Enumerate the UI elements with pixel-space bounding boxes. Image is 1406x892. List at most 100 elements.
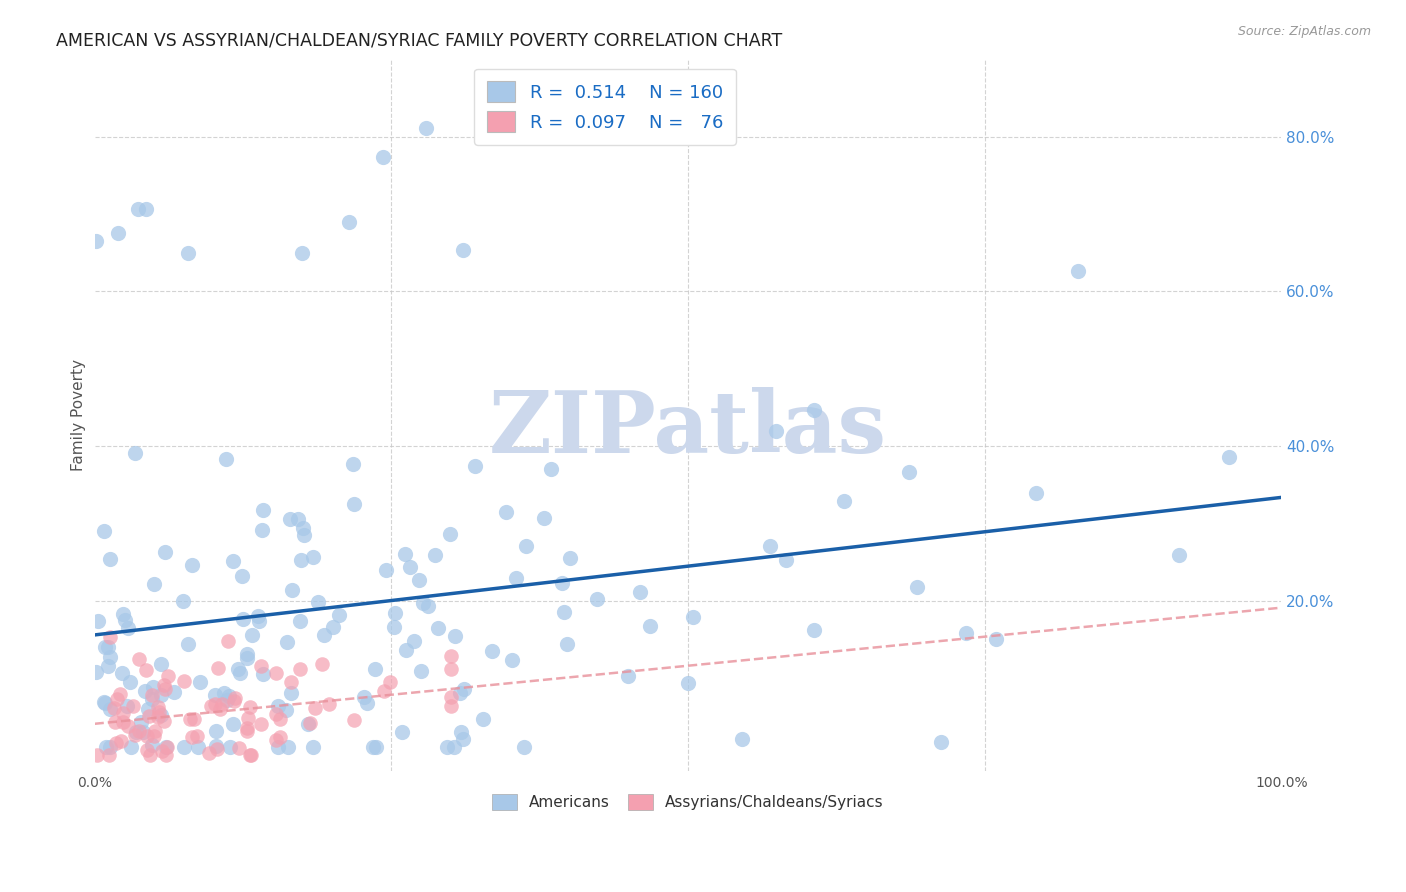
Point [124, 728, 146, 742]
Point [177, 637, 200, 651]
Point [236, 724, 259, 739]
Point [104, 736, 127, 750]
Point [146, 700, 169, 714]
Text: Source: ZipAtlas.com: Source: ZipAtlas.com [1237, 25, 1371, 38]
Point [129, 715, 152, 730]
Point [337, 214, 360, 228]
Point [501, 653, 523, 667]
Point [94, 696, 117, 710]
Point [353, 690, 375, 704]
Point [291, 245, 314, 260]
Point [1218, 450, 1240, 465]
Point [98, 552, 121, 566]
Point [280, 686, 302, 700]
Point [1167, 548, 1189, 562]
Point [143, 729, 166, 743]
Point [98, 650, 121, 665]
Point [1025, 486, 1047, 500]
Point [276, 703, 298, 717]
Point [269, 731, 291, 745]
Point [240, 748, 263, 763]
Point [439, 662, 461, 676]
Point [236, 647, 259, 661]
Point [443, 740, 465, 755]
Point [391, 725, 413, 739]
Point [247, 615, 270, 629]
Point [553, 605, 575, 619]
Point [472, 713, 495, 727]
Point [269, 713, 291, 727]
Point [124, 446, 146, 460]
Point [361, 740, 384, 755]
Point [181, 730, 204, 744]
Point [148, 706, 170, 720]
Point [586, 591, 609, 606]
Point [134, 684, 156, 698]
Point [955, 626, 977, 640]
Point [304, 701, 326, 715]
Point [436, 740, 458, 755]
Point [252, 666, 274, 681]
Point [307, 595, 329, 609]
Point [439, 699, 461, 714]
Point [150, 657, 173, 671]
Point [204, 689, 226, 703]
Point [905, 580, 928, 594]
Point [105, 692, 128, 706]
Point [239, 748, 262, 763]
Point [222, 694, 245, 708]
Point [132, 725, 155, 739]
Point [394, 547, 416, 561]
Point [451, 731, 474, 746]
Point [364, 740, 387, 755]
Point [297, 717, 319, 731]
Point [146, 710, 169, 724]
Point [112, 715, 135, 730]
Point [204, 698, 226, 712]
Point [97, 640, 120, 655]
Point [215, 452, 238, 467]
Point [451, 243, 474, 257]
Point [318, 697, 340, 711]
Point [228, 740, 250, 755]
Point [278, 512, 301, 526]
Point [533, 510, 555, 524]
Point [628, 584, 651, 599]
Point [155, 748, 177, 763]
Point [415, 121, 437, 136]
Point [515, 539, 537, 553]
Point [153, 714, 176, 728]
Point [1067, 264, 1090, 278]
Point [117, 719, 139, 733]
Point [239, 699, 262, 714]
Point [356, 696, 378, 710]
Point [444, 629, 467, 643]
Point [439, 527, 461, 541]
Point [145, 724, 167, 739]
Text: AMERICAN VS ASSYRIAN/CHALDEAN/SYRIAC FAMILY POVERTY CORRELATION CHART: AMERICAN VS ASSYRIAN/CHALDEAN/SYRIAC FAM… [56, 31, 783, 49]
Point [288, 663, 311, 677]
Point [384, 607, 406, 621]
Point [117, 621, 139, 635]
Point [328, 608, 350, 623]
Point [287, 511, 309, 525]
Point [98, 630, 121, 644]
Point [375, 563, 398, 577]
Point [423, 548, 446, 562]
Point [449, 686, 471, 700]
Point [294, 528, 316, 542]
Point [481, 643, 503, 657]
Point [136, 702, 159, 716]
Point [183, 712, 205, 726]
Point [408, 573, 430, 587]
Point [94, 740, 117, 755]
Point [616, 669, 638, 683]
Point [775, 553, 797, 567]
Point [197, 746, 219, 760]
Point [682, 610, 704, 624]
Point [398, 560, 420, 574]
Point [267, 740, 290, 755]
Point [98, 748, 121, 763]
Point [138, 708, 160, 723]
Point [560, 550, 582, 565]
